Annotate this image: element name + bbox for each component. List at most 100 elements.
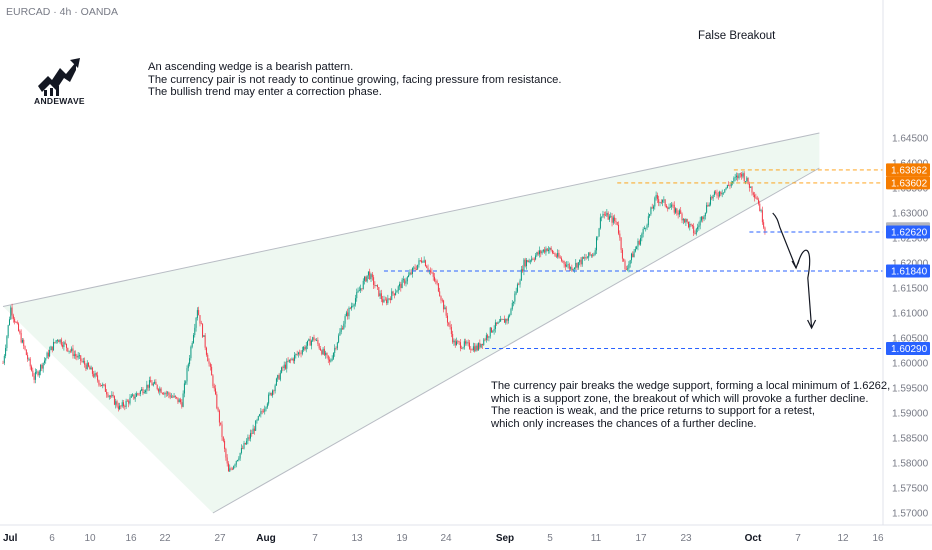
level-price-tag[interactable]: 1.63602 (886, 176, 930, 190)
candle (502, 318, 504, 320)
candle (544, 246, 546, 254)
candle (335, 346, 337, 351)
candle (110, 394, 112, 399)
candle (212, 374, 214, 388)
candle (369, 268, 371, 280)
candle (283, 361, 285, 371)
candle (155, 379, 157, 385)
level-price-tag[interactable]: 1.61840 (886, 264, 930, 278)
candle (685, 218, 687, 226)
candle (763, 219, 765, 230)
wedge-layer (2, 132, 820, 514)
candle (441, 298, 443, 303)
wedge-resistance-line[interactable] (2, 132, 820, 307)
candle (55, 340, 57, 344)
candle (440, 295, 442, 304)
candle (323, 345, 325, 356)
candle (250, 429, 251, 442)
candle (248, 434, 250, 441)
candle (292, 357, 294, 364)
candle (11, 303, 13, 320)
candle (476, 343, 478, 352)
candle (469, 339, 470, 350)
candle (344, 314, 346, 328)
candle (318, 342, 320, 350)
level-price-tag[interactable]: 1.60290 (886, 342, 930, 355)
candle (384, 296, 386, 301)
breakout-description: The currency pair breaks the wedge suppo… (491, 380, 891, 430)
candle (307, 340, 309, 350)
candle (697, 223, 699, 233)
price-tick-label: 1.57000 (892, 509, 929, 520)
candle (133, 394, 135, 400)
candle (646, 223, 648, 231)
candle (115, 398, 117, 409)
candle (142, 387, 144, 396)
candle (575, 259, 577, 270)
candle (95, 372, 97, 377)
candle (295, 353, 297, 359)
candle (208, 358, 210, 367)
time-tick-label: Oct (745, 533, 762, 544)
candle (221, 421, 223, 441)
candle (699, 216, 701, 230)
candle (362, 278, 364, 290)
price-axis[interactable]: 1.645001.640001.635001.630001.625001.620… (882, 0, 932, 550)
candle (444, 304, 446, 310)
time-tick-label: 16 (125, 533, 137, 544)
candle (345, 310, 347, 317)
price-tick-label: 1.63000 (892, 209, 929, 220)
candle (601, 216, 603, 222)
candle (695, 227, 697, 236)
candle (454, 338, 456, 348)
time-axis[interactable]: Jul 6 10 16 22 27 Aug 7 13 19 24 Sep 5 11 17 23 Oct 7 12 16 (0, 524, 932, 550)
candle (255, 419, 257, 432)
candle (99, 383, 101, 388)
candle (297, 351, 299, 358)
candle (484, 337, 486, 342)
wedge-area (3, 133, 820, 513)
candle (719, 190, 721, 198)
candle (229, 464, 231, 472)
candle (665, 204, 667, 209)
candle (742, 171, 744, 179)
candle (28, 357, 30, 362)
candle (481, 343, 483, 349)
level-price-tag[interactable]: 1.63862 (886, 163, 930, 177)
candle (682, 217, 684, 225)
candle-layer (2, 171, 766, 472)
candle (555, 253, 557, 258)
candle (722, 192, 724, 195)
candle (34, 368, 36, 384)
candle (246, 438, 248, 446)
candle (42, 362, 44, 373)
candle (503, 315, 505, 323)
candle (45, 357, 47, 364)
candle (213, 383, 215, 392)
candle (117, 402, 119, 412)
candle (286, 358, 288, 373)
candle (141, 387, 143, 392)
candle (726, 184, 728, 189)
candle (316, 338, 318, 342)
candle (415, 265, 417, 271)
candle (282, 365, 284, 372)
candle (322, 347, 324, 355)
candle (16, 320, 18, 325)
candle (218, 409, 220, 427)
candle (43, 357, 45, 366)
candle (215, 384, 217, 396)
candle (434, 273, 436, 283)
wedge-support-line[interactable] (212, 167, 820, 514)
candle (739, 172, 741, 178)
candle (347, 308, 349, 320)
level-price-tag[interactable]: 1.62620 (886, 225, 930, 239)
candle (170, 393, 172, 398)
candle (598, 227, 600, 237)
candle (312, 336, 314, 343)
candle (180, 397, 182, 405)
candle (238, 456, 240, 462)
candle (694, 230, 696, 235)
candle (704, 212, 706, 220)
